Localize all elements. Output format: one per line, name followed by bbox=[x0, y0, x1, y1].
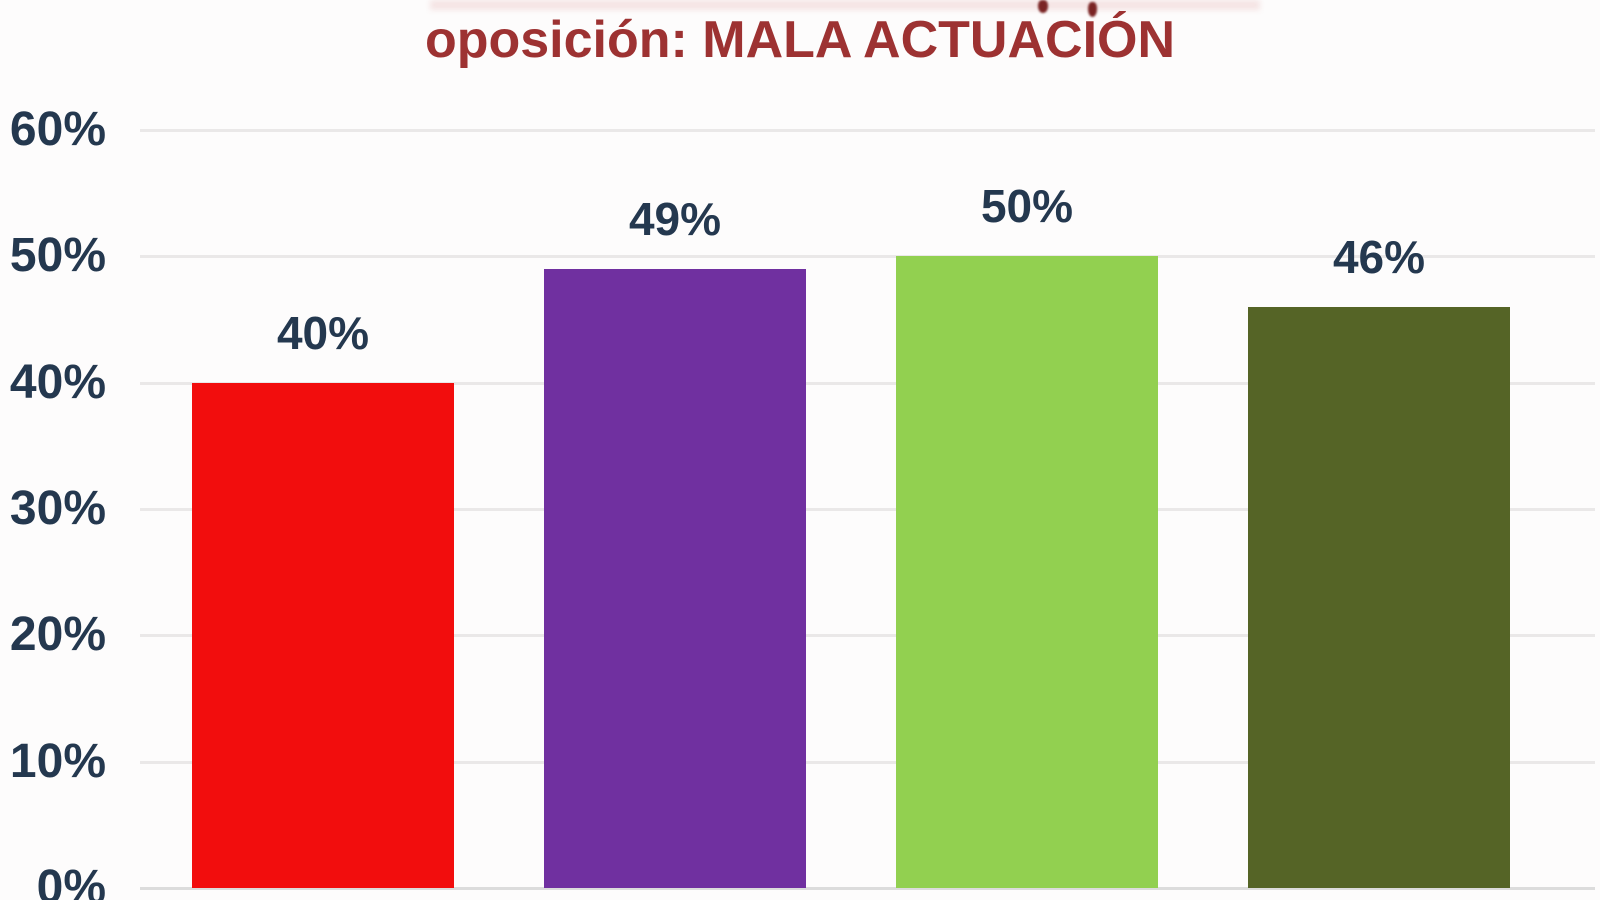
clipped-letter-fragment bbox=[1038, 0, 1048, 13]
bar bbox=[192, 382, 454, 888]
chart-title: oposición: MALA ACTUACIÓN bbox=[424, 11, 1176, 69]
clipped-letter-fragment bbox=[1088, 2, 1097, 17]
y-tick-label: 0% bbox=[36, 861, 106, 900]
x-axis-baseline bbox=[140, 887, 1595, 890]
bar bbox=[1248, 306, 1510, 888]
y-tick-label: 30% bbox=[9, 482, 106, 535]
y-tick-label: 50% bbox=[9, 229, 106, 283]
bar-value-label: 49% bbox=[628, 192, 722, 245]
bar-value-label: 50% bbox=[980, 180, 1074, 233]
y-tick-label: 40% bbox=[9, 355, 106, 409]
clipped-title-line bbox=[430, 0, 1260, 10]
bar bbox=[544, 268, 806, 888]
y-tick-label: 60% bbox=[9, 103, 106, 156]
bar-value-label: 46% bbox=[1332, 230, 1426, 283]
gridline bbox=[140, 255, 1595, 259]
bar bbox=[896, 256, 1158, 888]
gridline bbox=[140, 508, 1595, 511]
bar-value-label: 40% bbox=[276, 306, 370, 359]
y-tick-label: 20% bbox=[9, 608, 106, 662]
gridline bbox=[140, 634, 1595, 638]
gridline bbox=[140, 381, 1595, 385]
y-tick-label: 10% bbox=[9, 734, 106, 788]
gridline bbox=[140, 760, 1595, 764]
gridline bbox=[140, 129, 1595, 132]
